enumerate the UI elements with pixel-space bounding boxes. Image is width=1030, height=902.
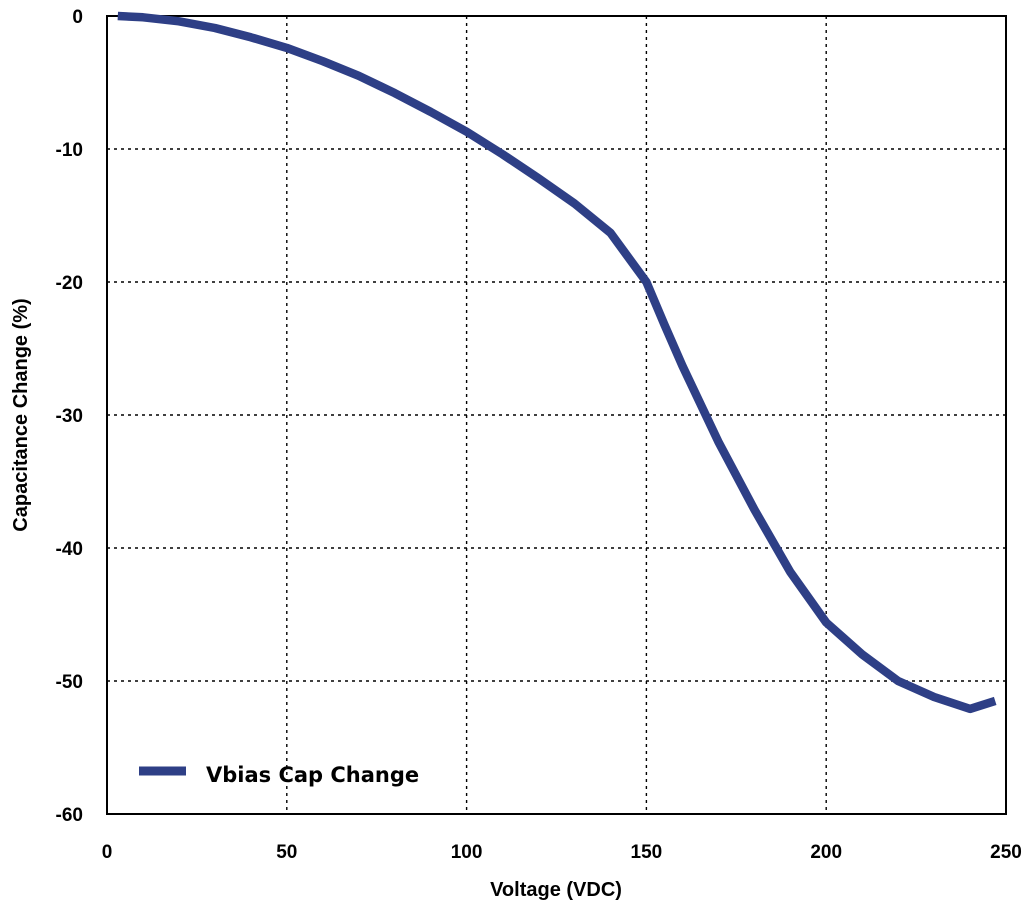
y-tick-label: 0 bbox=[72, 7, 83, 28]
y-tick-label: -50 bbox=[56, 672, 83, 693]
x-axis-title: Voltage (VDC) bbox=[490, 879, 622, 901]
y-tick-label: -20 bbox=[56, 273, 83, 294]
grid-lines bbox=[107, 16, 1006, 814]
legend: Vbias Cap Change bbox=[139, 763, 419, 787]
series-line bbox=[117, 11, 997, 714]
y-axis-title: Capacitance Change (%) bbox=[10, 298, 32, 531]
y-tick-label: -30 bbox=[56, 406, 83, 427]
legend-label: Vbias Cap Change bbox=[206, 763, 419, 787]
x-tick-label: 50 bbox=[276, 842, 297, 863]
y-tick-label: -60 bbox=[56, 805, 83, 826]
x-tick-label: 150 bbox=[631, 842, 663, 863]
x-tick-label: 200 bbox=[810, 842, 842, 863]
y-tick-label: -10 bbox=[56, 140, 83, 161]
y-tick-label: -40 bbox=[56, 539, 83, 560]
y-tick-labels: 0 -10 -20 -30 -40 -50 -60 bbox=[56, 7, 83, 826]
x-tick-label: 250 bbox=[990, 842, 1022, 863]
x-tick-labels: 0 50 100 150 200 250 bbox=[102, 842, 1022, 863]
x-tick-label: 0 bbox=[102, 842, 113, 863]
plot-frame bbox=[106, 15, 1007, 815]
series-layer bbox=[117, 11, 997, 714]
x-tick-label: 100 bbox=[451, 842, 483, 863]
